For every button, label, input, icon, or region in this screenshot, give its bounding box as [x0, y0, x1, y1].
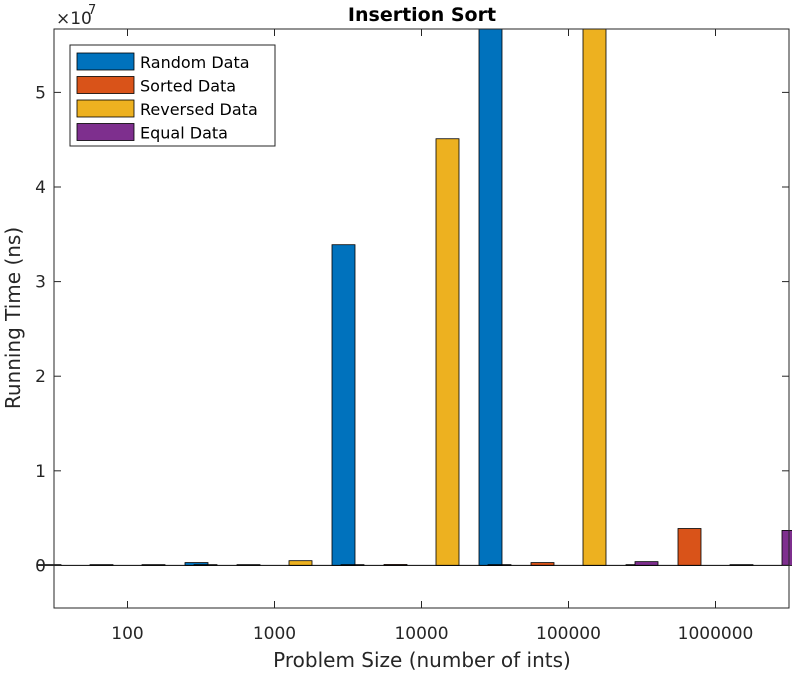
bar [435, 138, 460, 566]
x-tick-label: 1000 [253, 624, 296, 644]
y-tick-label: 3 [35, 273, 46, 293]
legend-label: Sorted Data [140, 77, 236, 96]
legend-label: Random Data [140, 53, 250, 72]
y-tick-label: 2 [35, 367, 46, 387]
bars-group [37, 28, 792, 566]
bar [582, 28, 607, 566]
y-tick-label: 1 [35, 462, 46, 482]
y-exponent-power: 7 [88, 3, 96, 18]
y-tick-label: 4 [35, 178, 46, 198]
bar [677, 528, 702, 566]
x-tick-label: 10000 [394, 624, 448, 644]
y-tick-label: 0 [35, 556, 46, 576]
ticks-group: 0 1 2 3 4 5 100 1000 10000 100000 1000000 [35, 29, 789, 644]
y-tick-label: 5 [35, 83, 46, 103]
legend-swatch [76, 99, 135, 118]
x-tick-label: 100 [111, 624, 143, 644]
bar [331, 244, 356, 566]
legend: Random Data Sorted Data Reversed Data Equal… [69, 44, 276, 147]
chart-title: Insertion Sort [348, 4, 496, 26]
legend-label: Equal Data [140, 124, 228, 143]
y-axis-title: Running Time (ns) [1, 227, 25, 409]
y-exponent-label: ×10 7 [56, 3, 96, 29]
bar [288, 560, 313, 566]
legend-swatch [76, 76, 135, 94]
legend-swatch [76, 52, 135, 71]
bar [478, 28, 503, 566]
bar [634, 561, 659, 566]
x-tick-label: 1000000 [678, 624, 754, 644]
x-axis-title: Problem Size (number of ints) [273, 648, 571, 672]
y-exponent-base: ×10 [56, 9, 92, 29]
legend-swatch [76, 123, 135, 141]
legend-label: Reversed Data [140, 100, 258, 119]
bar [781, 530, 792, 566]
x-tick-label: 100000 [536, 624, 601, 644]
